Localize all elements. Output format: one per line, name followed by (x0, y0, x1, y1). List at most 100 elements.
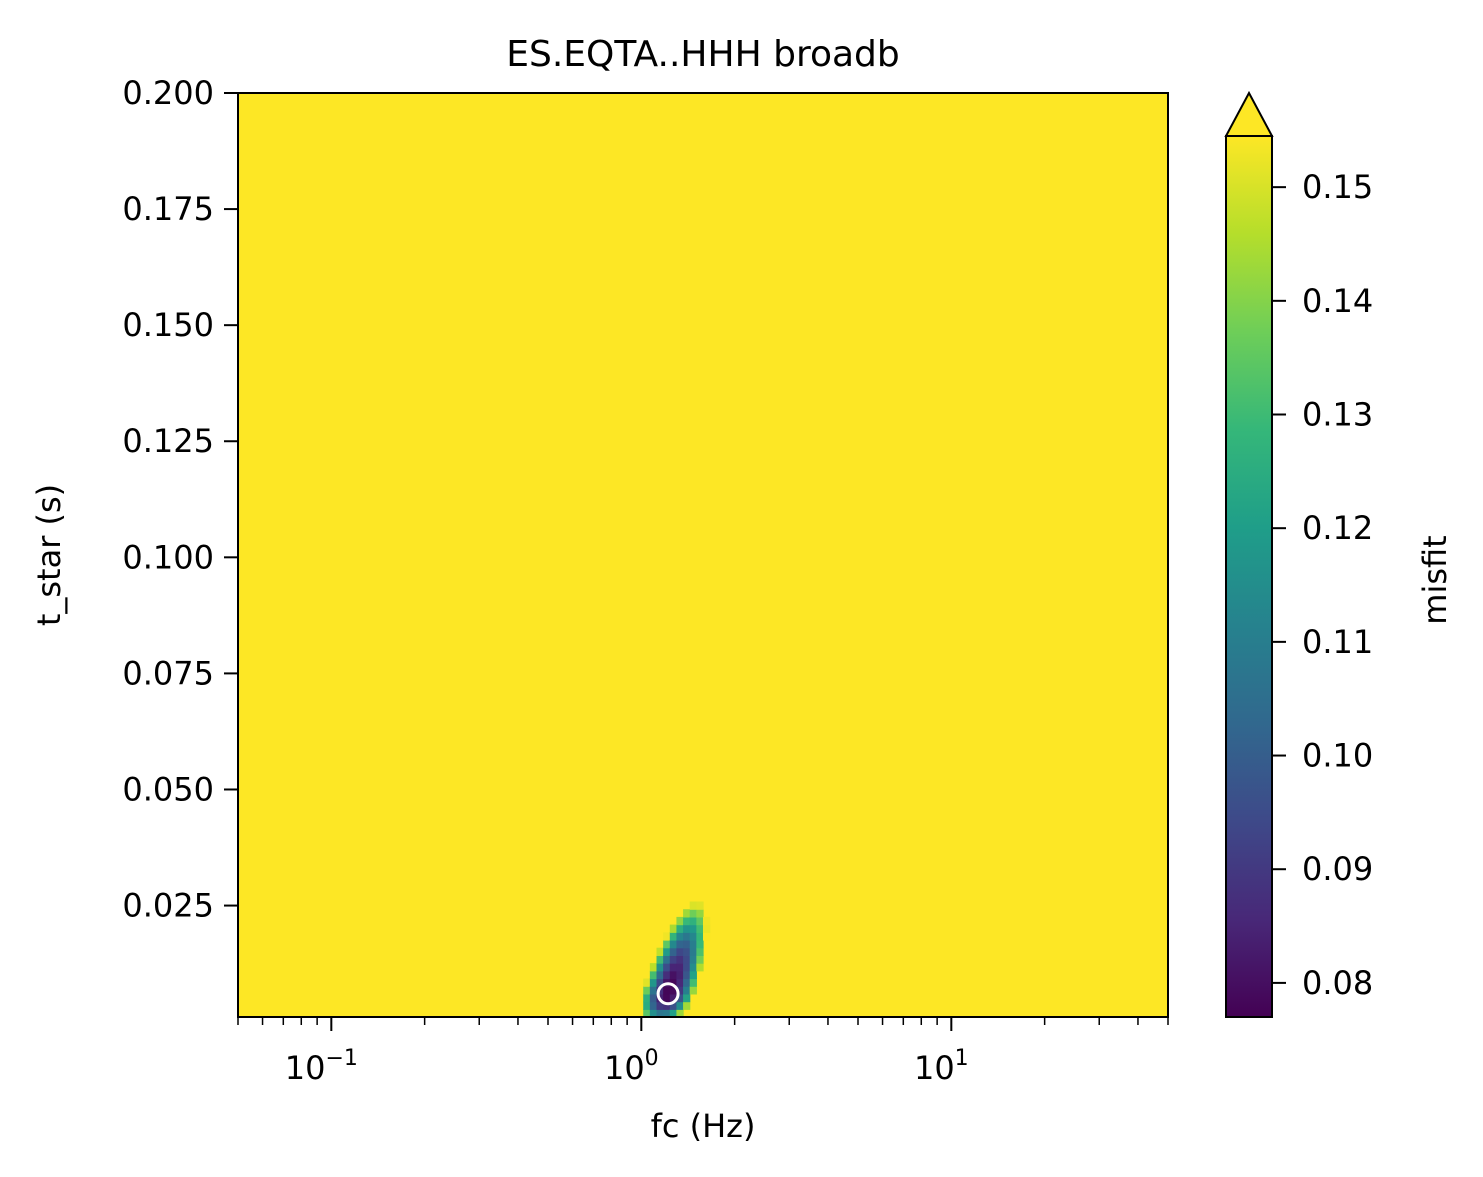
heatmap-cell (663, 932, 671, 941)
x-axis-label: fc (Hz) (651, 1107, 756, 1145)
colorbar-extend-arrow (1224, 90, 1274, 137)
heatmap-cell (643, 1001, 651, 1010)
heatmap-cell (643, 993, 651, 1003)
heatmap-cell (703, 916, 711, 926)
heatmap-cell (689, 970, 697, 980)
heatmap-cell (676, 924, 684, 933)
heatmap-cell (663, 955, 671, 964)
heatmap-cell (676, 1009, 684, 1017)
y-tick-label: 0.200 (122, 74, 214, 112)
heatmap-cell (663, 993, 671, 1003)
heatmap-cell (669, 1009, 678, 1017)
heatmap-cell (683, 947, 691, 956)
x-tick-label: 100 (604, 1046, 659, 1087)
heatmap-cell (689, 978, 697, 987)
heatmap-cell (696, 947, 704, 956)
heatmap-cell (689, 924, 697, 933)
heatmap-cell (669, 970, 678, 980)
x-tick-label: 101 (914, 1046, 969, 1087)
heatmap-cell (656, 947, 664, 956)
heatmap-cell (663, 940, 671, 949)
heatmap-cell (663, 986, 671, 995)
heatmap-cell (676, 955, 684, 964)
heatmap-cell (676, 932, 684, 941)
y-tick-label: 0.125 (122, 422, 214, 460)
heatmap-cell (669, 978, 678, 987)
heatmap-cell (676, 963, 684, 972)
heatmap-cell (696, 901, 704, 910)
colorbar: 0.08 0.09 0.10 0.11 0.12 0.13 0.14 0.15 (1224, 90, 1373, 1018)
chart-title: ES.EQTA..HHH broadb (506, 34, 900, 75)
heatmap-cell (669, 955, 678, 964)
heatmap-cell (689, 916, 697, 926)
heatmap-cell (683, 993, 691, 1003)
heatmap-cell (649, 970, 658, 980)
heatmap-cell (656, 970, 664, 980)
heatmap-cell (683, 909, 691, 918)
heatmap-cell (669, 947, 678, 956)
heatmap-cell (696, 940, 704, 949)
heatmap-cell (696, 909, 704, 918)
heatmap-cell (696, 924, 704, 933)
heatmap-cell (676, 947, 684, 956)
heatmap-cell (689, 947, 697, 956)
heatmap-cell (649, 1001, 658, 1010)
heatmap-cell (669, 993, 678, 1003)
y-axis-label: t_star (s) (30, 484, 68, 626)
heatmap-cell (643, 978, 651, 987)
heatmap-cell (683, 1001, 691, 1010)
y-axis: 0.025 0.050 0.075 0.100 0.125 0.150 0.175 0.200 (122, 74, 238, 925)
heatmap-cell (676, 916, 684, 926)
y-tick-label: 0.150 (122, 306, 214, 344)
heatmap-cell (696, 932, 704, 941)
colorbar-tick-label: 0.14 (1302, 282, 1373, 320)
y-tick-label: 0.025 (122, 887, 214, 925)
y-tick-label: 0.075 (122, 654, 214, 692)
heatmap-cell (689, 932, 697, 941)
heatmap-cell (669, 932, 678, 941)
heatmap-cell (703, 924, 711, 933)
heatmap-cell (683, 978, 691, 987)
heatmap-cell (689, 901, 697, 910)
heatmap-cell (683, 932, 691, 941)
heatmap-cell (689, 940, 697, 949)
heatmap-cell (676, 940, 684, 949)
heatmap-cell (656, 1001, 664, 1010)
heatmap-cell (696, 955, 704, 964)
heatmap-cell (663, 963, 671, 972)
heatmap-cell (649, 963, 658, 972)
colorbar-ticks: 0.08 0.09 0.10 0.11 0.12 0.13 0.14 0.15 (1272, 168, 1373, 1002)
heatmap-cell (696, 963, 704, 972)
heatmap-cell (669, 924, 678, 933)
plot-background (238, 93, 1168, 1017)
heatmap-cell (663, 1001, 671, 1010)
colorbar-tick-label: 0.09 (1302, 850, 1373, 888)
colorbar-tick-label: 0.15 (1302, 168, 1373, 206)
heatmap-cell (683, 986, 691, 995)
heatmap-cell (669, 986, 678, 995)
heatmap-cell (676, 986, 684, 995)
minimum-marker (656, 982, 680, 1006)
heatmap-cell (683, 963, 691, 972)
heatmap-cell (689, 909, 697, 918)
heatmap-cell (643, 1009, 651, 1017)
heatmap-cell (689, 963, 697, 972)
heatmap-cell (669, 940, 678, 949)
heatmap-cell (676, 993, 684, 1003)
x-axis: 10−1 100 101 (237, 1017, 1169, 1087)
colorbar-tick-label: 0.08 (1302, 964, 1373, 1002)
colorbar-label: misfit (1416, 535, 1454, 624)
heatmap-cell (669, 963, 678, 972)
heatmap-cell (683, 940, 691, 949)
heatmap-cell (683, 924, 691, 933)
heatmap-cell (663, 1009, 671, 1017)
heatmap-cell (649, 1009, 658, 1017)
colorbar-tick-label: 0.10 (1302, 737, 1373, 775)
colorbar-tick-label: 0.13 (1302, 396, 1373, 434)
heatmap-cell (669, 1001, 678, 1010)
heatmap-cell (649, 993, 658, 1003)
heatmap-cell (689, 986, 697, 995)
y-tick-label: 0.100 (122, 538, 214, 576)
heatmap-cell (643, 986, 651, 995)
